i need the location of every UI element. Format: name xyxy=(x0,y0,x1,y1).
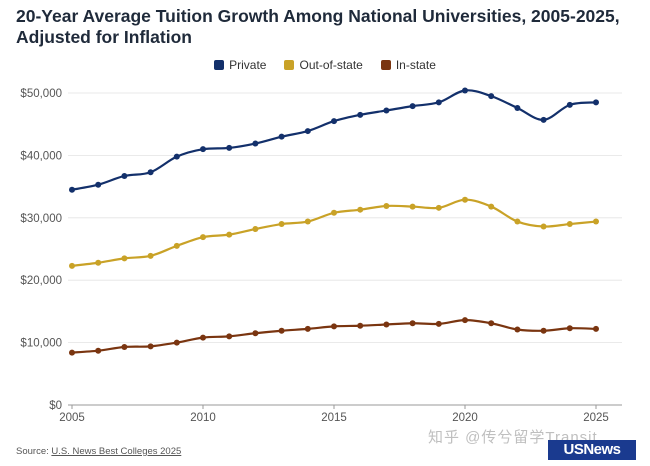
data-point-private-2024 xyxy=(566,101,573,108)
data-point-private-2021 xyxy=(488,93,495,100)
data-point-out-of-state-2010 xyxy=(200,234,206,241)
data-point-out-of-state-2019 xyxy=(435,204,442,211)
data-point-in-state-2012 xyxy=(252,330,259,337)
x-tick-label-2: 2015 xyxy=(321,412,347,424)
data-point-in-state-2007 xyxy=(121,343,128,350)
data-point-in-state-2008 xyxy=(147,343,154,350)
y-tick-label-4: $40,000 xyxy=(20,150,62,162)
data-point-out-of-state-2024 xyxy=(566,221,573,228)
data-point-private-2014 xyxy=(304,128,311,135)
data-point-in-state-2021 xyxy=(488,320,495,327)
data-point-private-2012 xyxy=(252,140,259,147)
data-point-private-2016 xyxy=(357,111,364,118)
data-point-out-of-state-2022 xyxy=(514,218,521,225)
data-point-private-2022 xyxy=(514,104,521,111)
data-point-private-2011 xyxy=(226,144,233,151)
data-point-in-state-2017 xyxy=(383,321,390,328)
legend-swatch-out-of-state xyxy=(284,60,295,70)
data-point-in-state-2011 xyxy=(226,333,233,340)
data-point-private-2023 xyxy=(540,116,547,123)
data-point-private-2013 xyxy=(278,133,285,140)
source-link[interactable]: U.S. News Best Colleges 2025 xyxy=(51,446,182,457)
data-point-in-state-2013 xyxy=(278,327,285,334)
data-point-out-of-state-2017 xyxy=(383,202,390,209)
data-point-in-state-2018 xyxy=(409,320,416,327)
y-tick-label-0: $0 xyxy=(49,400,62,412)
data-point-private-2008 xyxy=(147,169,154,176)
data-point-in-state-2020 xyxy=(462,317,468,324)
data-point-private-2007 xyxy=(121,172,128,179)
legend-label-out-of-state: Out-of-state xyxy=(299,58,363,72)
data-point-out-of-state-2012 xyxy=(252,226,259,233)
x-tick-label-4: 2025 xyxy=(583,412,609,424)
data-point-in-state-2016 xyxy=(357,322,364,329)
data-point-in-state-2014 xyxy=(304,325,311,332)
data-point-out-of-state-2020 xyxy=(462,196,468,203)
data-point-in-state-2022 xyxy=(514,326,521,333)
x-tick-label-1: 2010 xyxy=(190,412,216,424)
data-point-out-of-state-2008 xyxy=(147,252,154,259)
source-note: Source: U.S. News Best Colleges 2025 xyxy=(16,446,181,457)
data-point-out-of-state-2013 xyxy=(278,221,285,228)
data-point-in-state-2019 xyxy=(435,320,442,327)
data-point-in-state-2024 xyxy=(566,325,573,332)
data-point-in-state-2006 xyxy=(95,347,102,354)
data-point-private-2005 xyxy=(69,186,75,193)
data-point-in-state-2009 xyxy=(173,339,180,346)
x-tick-label-0: 2005 xyxy=(59,412,85,424)
data-point-private-2018 xyxy=(409,103,416,110)
usnews-logo: USNews xyxy=(548,440,636,460)
data-point-out-of-state-2016 xyxy=(357,206,364,213)
data-point-in-state-2023 xyxy=(540,327,547,334)
data-point-in-state-2010 xyxy=(200,334,206,341)
data-point-private-2010 xyxy=(200,146,206,153)
legend-label-private: Private xyxy=(229,58,267,72)
data-point-private-2015 xyxy=(331,118,337,125)
data-point-out-of-state-2018 xyxy=(409,203,416,210)
legend-label-in-state: In-state xyxy=(395,58,436,72)
data-point-in-state-2025 xyxy=(593,325,599,332)
data-point-private-2006 xyxy=(95,181,102,188)
data-point-private-2025 xyxy=(593,99,599,106)
legend-item-private: Private xyxy=(214,57,266,73)
chart-legend: Private Out-of-state In-state xyxy=(0,57,650,73)
legend-swatch-private xyxy=(214,60,225,70)
data-point-out-of-state-2025 xyxy=(593,218,599,225)
data-point-private-2017 xyxy=(383,107,390,114)
data-point-out-of-state-2021 xyxy=(488,203,495,210)
chart-title: 20-Year Average Tuition Growth Among Nat… xyxy=(16,6,620,47)
x-tick-label-3: 2020 xyxy=(452,412,478,424)
data-point-private-2019 xyxy=(435,99,442,106)
data-point-in-state-2005 xyxy=(69,349,75,356)
data-point-private-2009 xyxy=(173,153,180,160)
y-tick-label-5: $50,000 xyxy=(20,88,62,100)
data-point-in-state-2015 xyxy=(331,323,337,330)
data-point-out-of-state-2006 xyxy=(95,259,102,266)
y-tick-label-2: $20,000 xyxy=(20,275,62,287)
data-point-out-of-state-2007 xyxy=(121,255,128,262)
y-tick-label-3: $30,000 xyxy=(20,213,62,225)
data-point-private-2020 xyxy=(462,87,468,94)
data-point-out-of-state-2014 xyxy=(304,218,311,225)
data-point-out-of-state-2009 xyxy=(173,242,180,249)
data-point-out-of-state-2015 xyxy=(331,209,337,216)
data-point-out-of-state-2005 xyxy=(69,262,75,269)
y-tick-label-1: $10,000 xyxy=(20,338,62,350)
legend-item-in-state: In-state xyxy=(380,57,436,73)
data-point-out-of-state-2011 xyxy=(226,231,233,238)
legend-item-out-of-state: Out-of-state xyxy=(284,57,363,73)
source-prefix: Source: xyxy=(16,446,52,457)
data-point-out-of-state-2023 xyxy=(540,223,547,230)
legend-swatch-in-state xyxy=(380,60,391,70)
